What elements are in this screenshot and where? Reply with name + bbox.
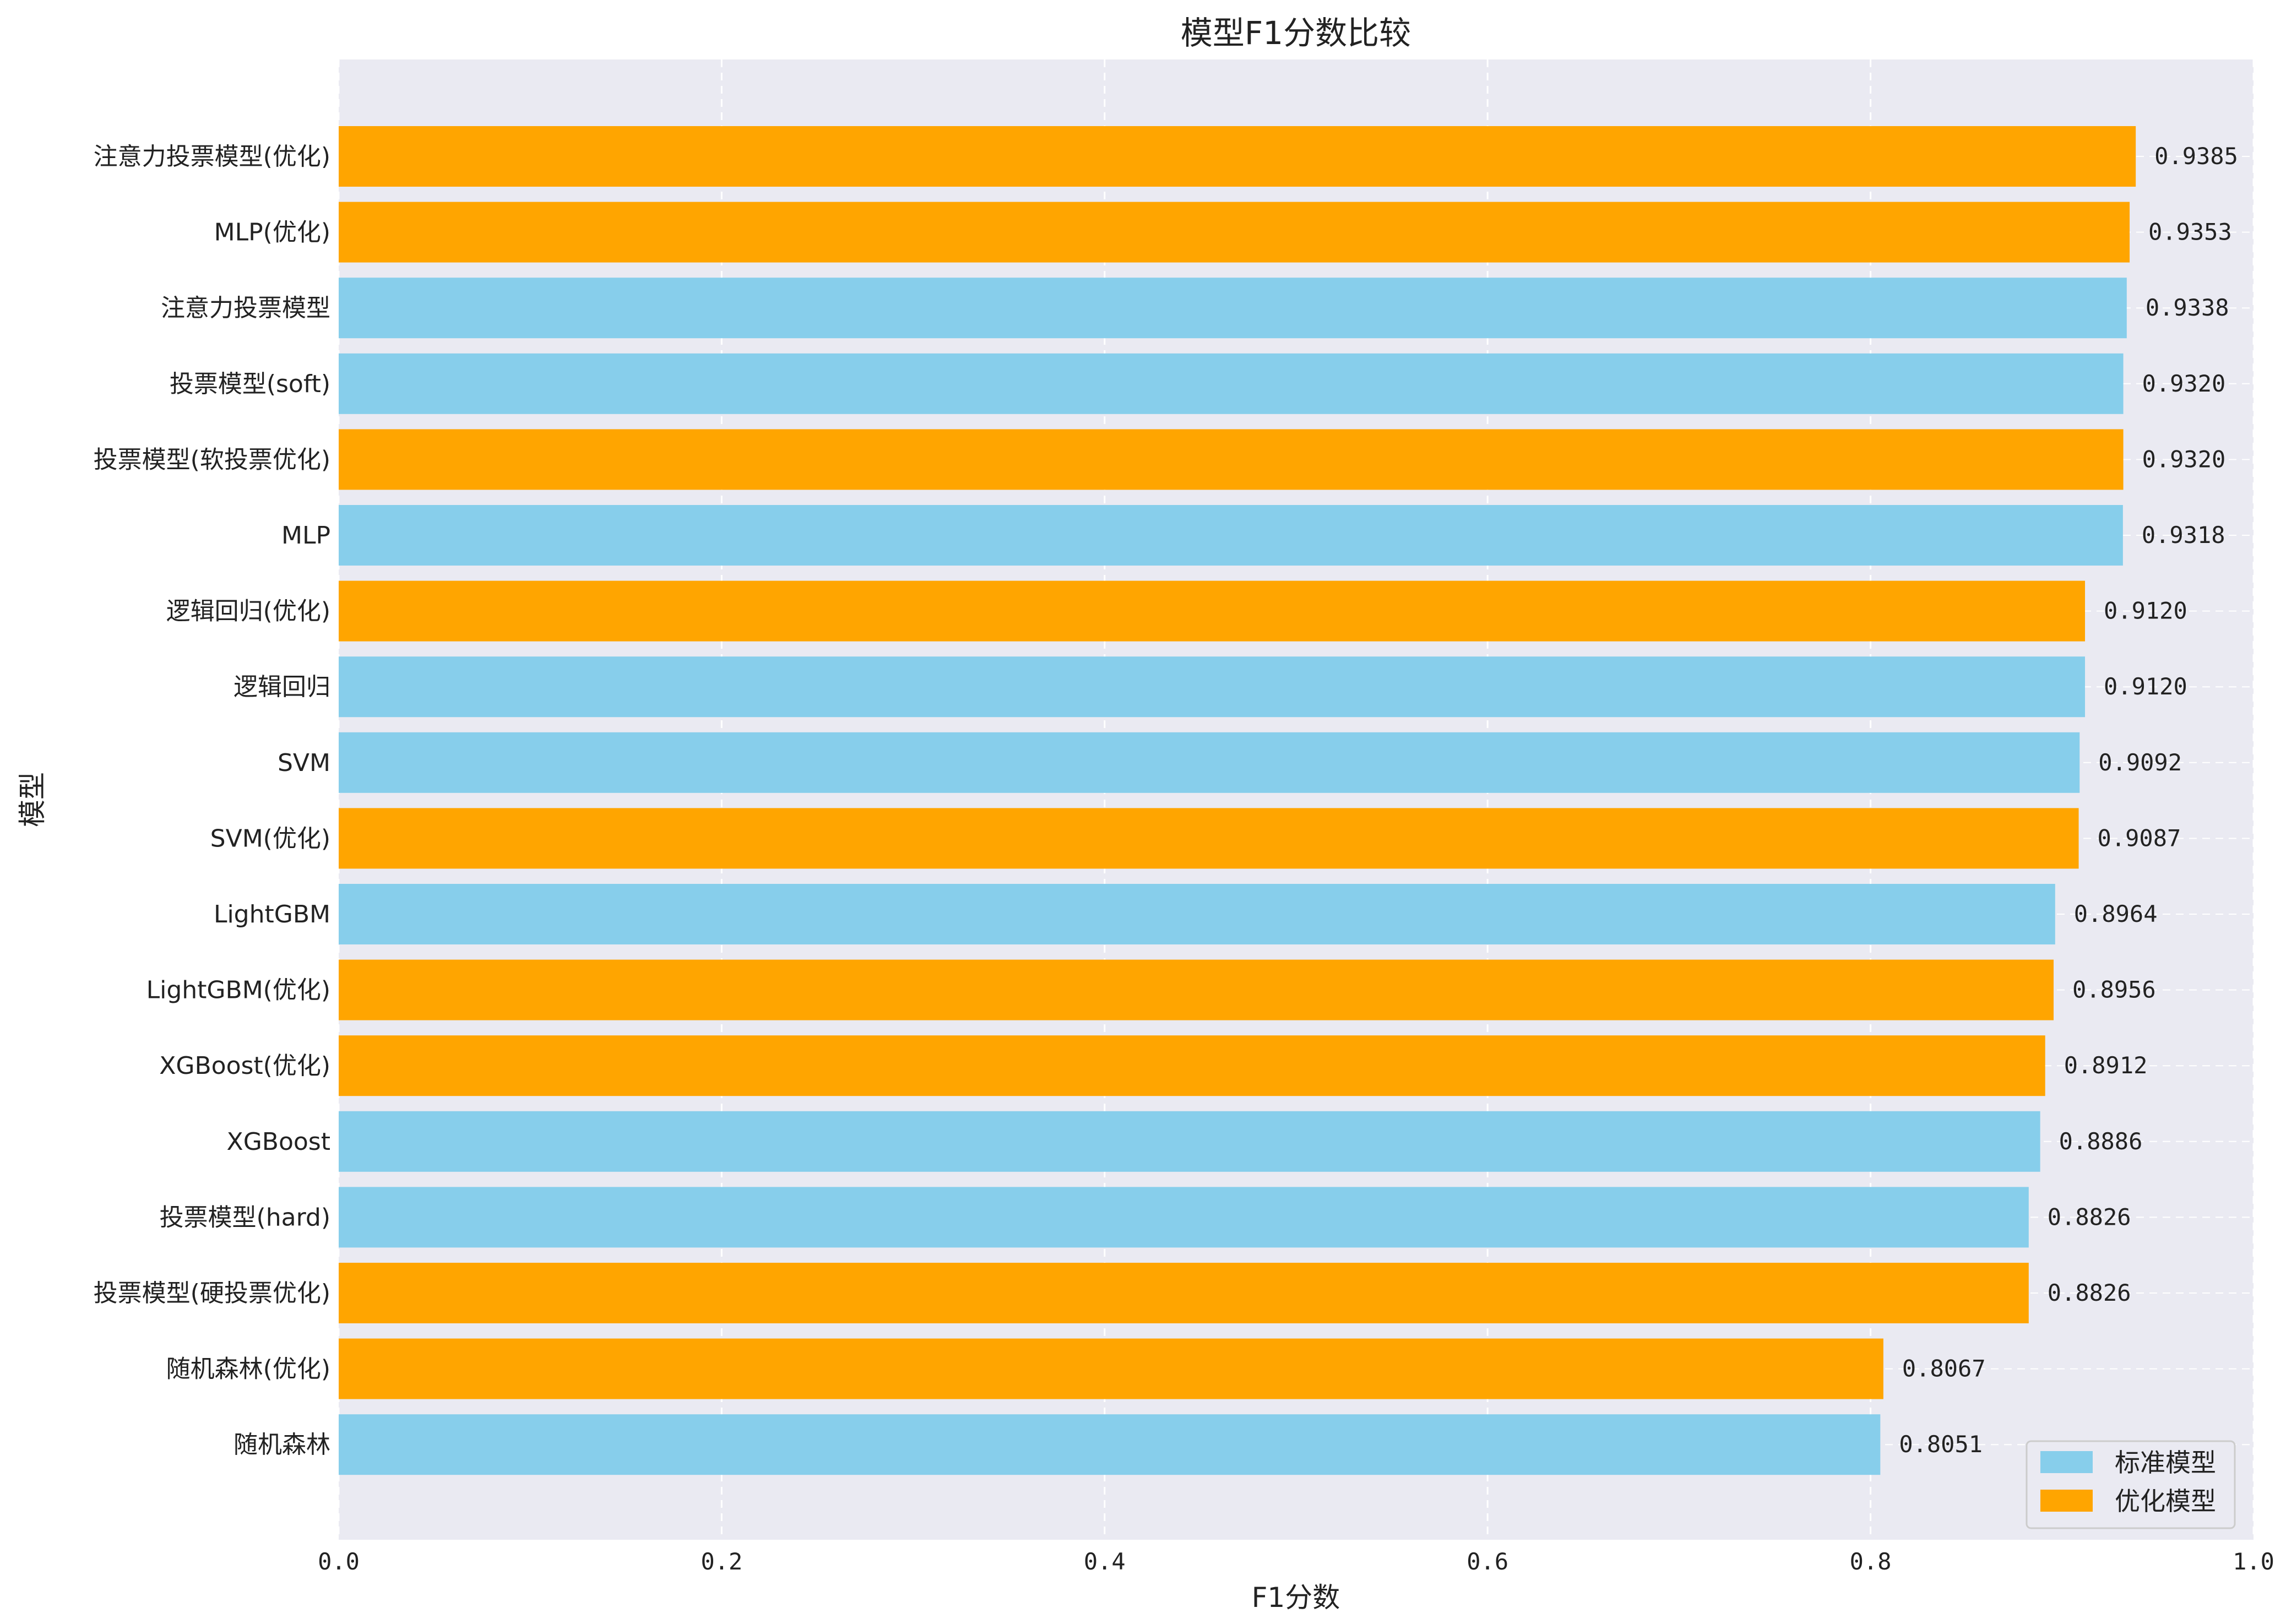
category-label: 逻辑回归(优化)	[166, 598, 330, 626]
value-label: 0.9320	[2142, 370, 2226, 397]
bar-standard	[339, 884, 2055, 944]
value-label: 0.8886	[2059, 1128, 2143, 1155]
category-label: SVM	[278, 749, 330, 777]
value-label: 0.9087	[2098, 824, 2181, 851]
category-label: MLP	[281, 522, 330, 550]
value-label: 0.9120	[2104, 673, 2187, 700]
bar-standard	[339, 1111, 2040, 1172]
bars	[339, 126, 2136, 1475]
category-label: 投票模型(软投票优化)	[94, 446, 330, 474]
bar-optimized	[339, 808, 2079, 869]
category-label: 逻辑回归	[234, 673, 330, 701]
value-label: 0.8826	[2048, 1279, 2131, 1306]
x-tick-label: 1.0	[2233, 1548, 2274, 1575]
bar-optimized	[339, 1263, 2029, 1323]
value-label: 0.9385	[2154, 143, 2238, 170]
legend-label-standard: 标准模型	[2115, 1448, 2216, 1478]
value-label: 0.9120	[2104, 598, 2187, 624]
legend-swatch-standard	[2040, 1451, 2093, 1473]
category-label: 注意力投票模型	[161, 294, 330, 322]
bar-optimized	[339, 580, 2086, 642]
category-label: LightGBM	[214, 900, 330, 928]
x-tick-label: 0.6	[1467, 1548, 1508, 1575]
category-label: 投票模型(hard)	[160, 1203, 330, 1231]
bar-optimized	[339, 126, 2136, 187]
category-label: XGBoost(优化)	[159, 1052, 330, 1080]
value-label: 0.8051	[1899, 1431, 1983, 1458]
x-tick-label: 0.0	[318, 1548, 360, 1575]
bar-standard	[339, 278, 2127, 339]
value-labels: 0.9385 0.9353 0.9338 0.9320 0.9320 0.9318 0.91…	[1899, 143, 2238, 1458]
value-label: 0.9353	[2148, 219, 2232, 246]
value-label: 0.8912	[2064, 1052, 2148, 1079]
category-label: 注意力投票模型(优化)	[94, 143, 330, 171]
value-label: 0.8826	[2048, 1203, 2131, 1230]
bar-standard	[339, 732, 2080, 793]
bar-standard	[339, 1187, 2029, 1248]
value-label: 0.8067	[1902, 1355, 1986, 1382]
bar-standard	[339, 1414, 1881, 1475]
value-label: 0.9318	[2142, 522, 2225, 548]
bar-optimized	[339, 202, 2130, 263]
category-label: MLP(优化)	[214, 219, 330, 247]
value-label: 0.9338	[2146, 294, 2229, 321]
bar-standard	[339, 656, 2086, 718]
category-label: 投票模型(硬投票优化)	[94, 1279, 330, 1307]
bar-optimized	[339, 959, 2054, 1020]
value-label: 0.8956	[2072, 976, 2156, 1003]
category-label: 投票模型(soft)	[170, 370, 330, 398]
bar-optimized	[339, 1035, 2045, 1096]
category-label: XGBoost	[227, 1128, 330, 1156]
legend-swatch-optimized	[2040, 1490, 2093, 1512]
y-axis-label: 模型	[17, 772, 48, 827]
bar-standard	[339, 505, 2123, 566]
x-tick-label: 0.4	[1084, 1548, 1126, 1575]
x-tick-labels: 0.0 0.2 0.4 0.6 0.8 1.0	[318, 1548, 2274, 1575]
value-label: 0.9320	[2142, 446, 2226, 472]
category-label: 随机森林(优化)	[166, 1355, 330, 1383]
legend-label-optimized: 优化模型	[2115, 1486, 2216, 1516]
x-axis-label: F1分数	[1252, 1582, 1340, 1614]
value-label: 0.9092	[2098, 749, 2182, 776]
bar-standard	[339, 353, 2124, 414]
chart-title: 模型F1分数比较	[1181, 14, 1411, 52]
bar-optimized	[339, 1338, 1883, 1399]
category-label: LightGBM(优化)	[146, 976, 330, 1004]
x-tick-label: 0.8	[1850, 1548, 1892, 1575]
value-label: 0.8964	[2074, 900, 2158, 927]
category-label: SVM(优化)	[210, 824, 330, 852]
bar-optimized	[339, 429, 2124, 490]
x-tick-label: 0.2	[701, 1548, 742, 1575]
category-label: 随机森林	[234, 1431, 330, 1459]
